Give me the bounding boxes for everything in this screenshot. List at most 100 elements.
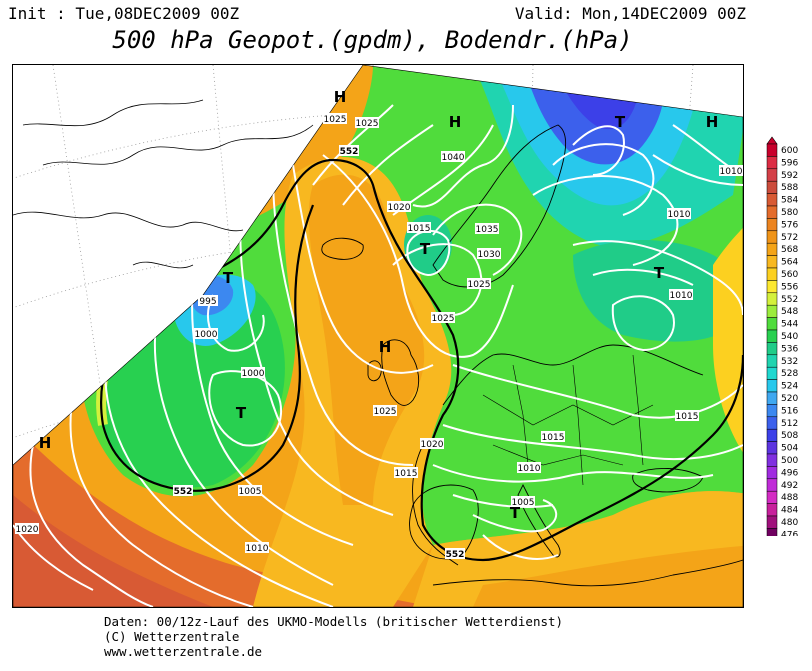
legend-value: 484 bbox=[781, 506, 798, 516]
legend-value: 580 bbox=[781, 208, 798, 218]
legend-swatch bbox=[766, 292, 778, 306]
legend-value: 480 bbox=[781, 518, 798, 528]
legend-value: 564 bbox=[781, 258, 798, 268]
svg-text:552: 552 bbox=[446, 550, 465, 560]
svg-text:1020: 1020 bbox=[388, 203, 411, 213]
legend-swatch bbox=[766, 354, 778, 368]
valid-time: Valid: Mon,14DEC2009 00Z bbox=[514, 4, 746, 23]
svg-text:1010: 1010 bbox=[720, 167, 743, 177]
legend-swatch bbox=[766, 168, 778, 182]
legend-swatch bbox=[766, 416, 778, 430]
legend-swatch bbox=[766, 218, 778, 232]
svg-text:1000: 1000 bbox=[195, 330, 218, 340]
svg-text:1030: 1030 bbox=[478, 250, 501, 260]
high-center: H bbox=[706, 113, 719, 131]
legend-value: 544 bbox=[781, 320, 798, 330]
legend-swatch bbox=[766, 366, 778, 380]
isobar-label: 1015 bbox=[541, 431, 565, 443]
svg-text:1010: 1010 bbox=[518, 464, 541, 474]
svg-text:1015: 1015 bbox=[408, 224, 431, 234]
legend-swatch bbox=[766, 441, 778, 455]
svg-text:1020: 1020 bbox=[16, 525, 39, 535]
legend-value: 524 bbox=[781, 382, 798, 392]
legend-value: 528 bbox=[781, 369, 798, 379]
isobar-label: 1010 bbox=[719, 165, 743, 177]
website-url: www.wetterzentrale.de bbox=[104, 644, 263, 659]
svg-text:1015: 1015 bbox=[542, 433, 565, 443]
svg-text:1035: 1035 bbox=[476, 225, 499, 235]
data-source: Daten: 00/12z-Lauf des UKMO-Modells (bri… bbox=[104, 614, 564, 629]
legend-value: 536 bbox=[781, 344, 798, 354]
legend-value: 516 bbox=[781, 406, 798, 416]
svg-text:995: 995 bbox=[199, 297, 216, 307]
low-center: T bbox=[615, 113, 626, 131]
legend-swatch bbox=[766, 503, 778, 517]
low-center: T bbox=[654, 264, 665, 282]
isobar-label: 1020 bbox=[15, 523, 39, 535]
legend-value: 532 bbox=[781, 357, 798, 367]
legend-swatch bbox=[766, 156, 778, 170]
legend-swatch bbox=[766, 242, 778, 256]
legend-swatch bbox=[766, 404, 778, 418]
legend-swatch bbox=[766, 267, 778, 281]
legend-swatch bbox=[766, 528, 778, 536]
legend-value: 540 bbox=[781, 332, 798, 342]
legend-swatch bbox=[766, 391, 778, 405]
legend-swatch bbox=[766, 453, 778, 467]
high-center: H bbox=[449, 113, 462, 131]
legend-value: 556 bbox=[781, 282, 798, 292]
pressure-centers: H H T H T T T H T T H bbox=[39, 88, 719, 522]
high-center: H bbox=[379, 338, 392, 356]
svg-text:1025: 1025 bbox=[324, 115, 347, 125]
legend-value: 560 bbox=[781, 270, 798, 280]
legend-swatch bbox=[766, 280, 778, 294]
svg-text:1025: 1025 bbox=[356, 119, 379, 129]
svg-text:1000: 1000 bbox=[242, 369, 265, 379]
isobar-label: 1010 bbox=[517, 462, 541, 474]
isobar-label: 1015 bbox=[394, 467, 418, 479]
legend-swatch bbox=[766, 342, 778, 356]
isobar-label: 1010 bbox=[667, 208, 691, 220]
legend-value: 520 bbox=[781, 394, 798, 404]
high-center: H bbox=[334, 88, 347, 106]
legend-value: 588 bbox=[781, 183, 798, 193]
copyright: (C) Wetterzentrale bbox=[104, 629, 240, 644]
low-center: T bbox=[420, 240, 431, 258]
footer-credits: Daten: 00/12z-Lauf des UKMO-Modells (bri… bbox=[104, 614, 563, 659]
isobar-label: 1015 bbox=[407, 222, 431, 234]
isobar-label: 1025 bbox=[355, 117, 379, 129]
isobar-labels: 1025 1025 1040 1020 1015 1035 1030 1025 … bbox=[15, 113, 743, 554]
svg-text:1010: 1010 bbox=[670, 291, 693, 301]
legend-swatch bbox=[766, 379, 778, 393]
high-center: H bbox=[39, 434, 52, 452]
legend-value: 476 bbox=[781, 530, 798, 536]
contour-552-labels: 552 552 552 bbox=[173, 145, 465, 560]
legend-value: 492 bbox=[781, 481, 798, 491]
contour-552 bbox=[100, 158, 743, 562]
svg-text:1025: 1025 bbox=[468, 280, 491, 290]
svg-text:552: 552 bbox=[340, 147, 359, 157]
legend-swatch bbox=[766, 317, 778, 331]
isobar-label: 1010 bbox=[245, 542, 269, 554]
legend-swatch bbox=[766, 180, 778, 194]
legend-swatch bbox=[766, 329, 778, 343]
legend-swatch bbox=[766, 466, 778, 480]
legend-swatch bbox=[766, 478, 778, 492]
forecast-map: 1025 1025 1040 1020 1015 1035 1030 1025 … bbox=[12, 64, 744, 608]
legend-value: 512 bbox=[781, 419, 798, 429]
low-center: T bbox=[236, 404, 247, 422]
isobar-label: 1005 bbox=[238, 485, 262, 497]
legend-value: 592 bbox=[781, 171, 798, 181]
svg-text:552: 552 bbox=[174, 487, 193, 497]
legend-value: 552 bbox=[781, 295, 798, 305]
legend-value: 548 bbox=[781, 307, 798, 317]
legend-swatch bbox=[766, 205, 778, 219]
svg-text:1005: 1005 bbox=[512, 498, 535, 508]
isobar-label: 1025 bbox=[373, 405, 397, 417]
isobar-label: 1010 bbox=[669, 289, 693, 301]
legend-swatch bbox=[766, 515, 778, 529]
isobar-label: 1015 bbox=[675, 410, 699, 422]
svg-text:1025: 1025 bbox=[374, 407, 397, 417]
legend-value: 576 bbox=[781, 220, 798, 230]
isobar-label: 1005 bbox=[511, 496, 535, 508]
